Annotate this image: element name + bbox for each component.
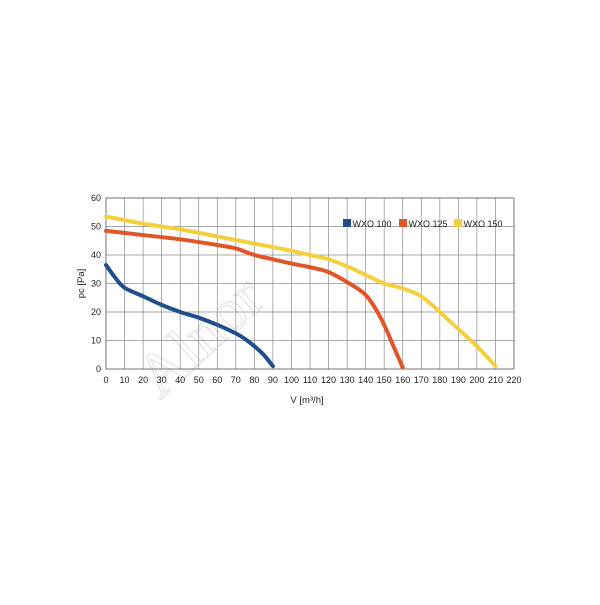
y-tick-label: 60 — [91, 193, 101, 203]
tick-labels: 0 10 20 30 40 50 60 70 80 90 100 110 120 130 140 150 160… — [91, 193, 522, 385]
legend-swatch-wxo-125 — [399, 219, 407, 227]
x-tick-label: 110 — [303, 375, 317, 385]
x-axis-label: V [m³/h] — [290, 395, 323, 406]
x-tick-label: 220 — [506, 375, 521, 385]
x-tick-label: 150 — [377, 375, 392, 385]
legend-swatch-wxo-100 — [343, 219, 351, 227]
x-tick-label: 30 — [157, 375, 167, 385]
legend-swatch-wxo-150 — [454, 219, 462, 227]
y-tick-label: 0 — [96, 364, 101, 374]
x-tick-label: 60 — [212, 375, 222, 385]
y-tick-label: 40 — [91, 250, 101, 260]
legend-label-wxo-125: WXO 125 — [409, 219, 448, 229]
x-tick-label: 70 — [231, 375, 241, 385]
x-tick-label: 180 — [432, 375, 447, 385]
x-tick-label: 210 — [488, 375, 503, 385]
x-tick-label: 120 — [321, 375, 336, 385]
x-tick-label: 80 — [249, 375, 259, 385]
plot-frame — [105, 197, 515, 370]
legend: WXO 100 WXO 125 WXO 150 — [343, 219, 503, 229]
x-tick-label: 20 — [138, 375, 148, 385]
series-line-wxo-150 — [104, 214, 498, 369]
y-axis-label: pc [Pa] — [76, 269, 87, 299]
x-tick-label: 140 — [358, 375, 373, 385]
legend-label-wxo-100: WXO 100 — [353, 219, 392, 229]
series-layer — [104, 214, 498, 370]
x-tick-label: 100 — [284, 375, 299, 385]
x-tick-label: 90 — [268, 375, 278, 385]
x-tick-label: 0 — [103, 375, 108, 385]
x-tick-label: 160 — [395, 375, 410, 385]
y-tick-label: 50 — [91, 222, 101, 232]
x-tick-label: 10 — [120, 375, 130, 385]
y-tick-label: 20 — [91, 307, 101, 317]
legend-label-wxo-150: WXO 150 — [464, 219, 503, 229]
x-tick-label: 200 — [469, 375, 484, 385]
x-tick-label: 50 — [194, 375, 204, 385]
x-tick-label: 130 — [340, 375, 355, 385]
series-line-wxo-100 — [104, 262, 275, 369]
series-line-wxo-125 — [104, 228, 405, 370]
x-tick-label: 40 — [175, 375, 185, 385]
x-tick-label: 170 — [414, 375, 429, 385]
y-tick-label: 10 — [91, 336, 101, 346]
x-tick-label: 190 — [451, 375, 466, 385]
y-tick-label: 30 — [91, 279, 101, 289]
